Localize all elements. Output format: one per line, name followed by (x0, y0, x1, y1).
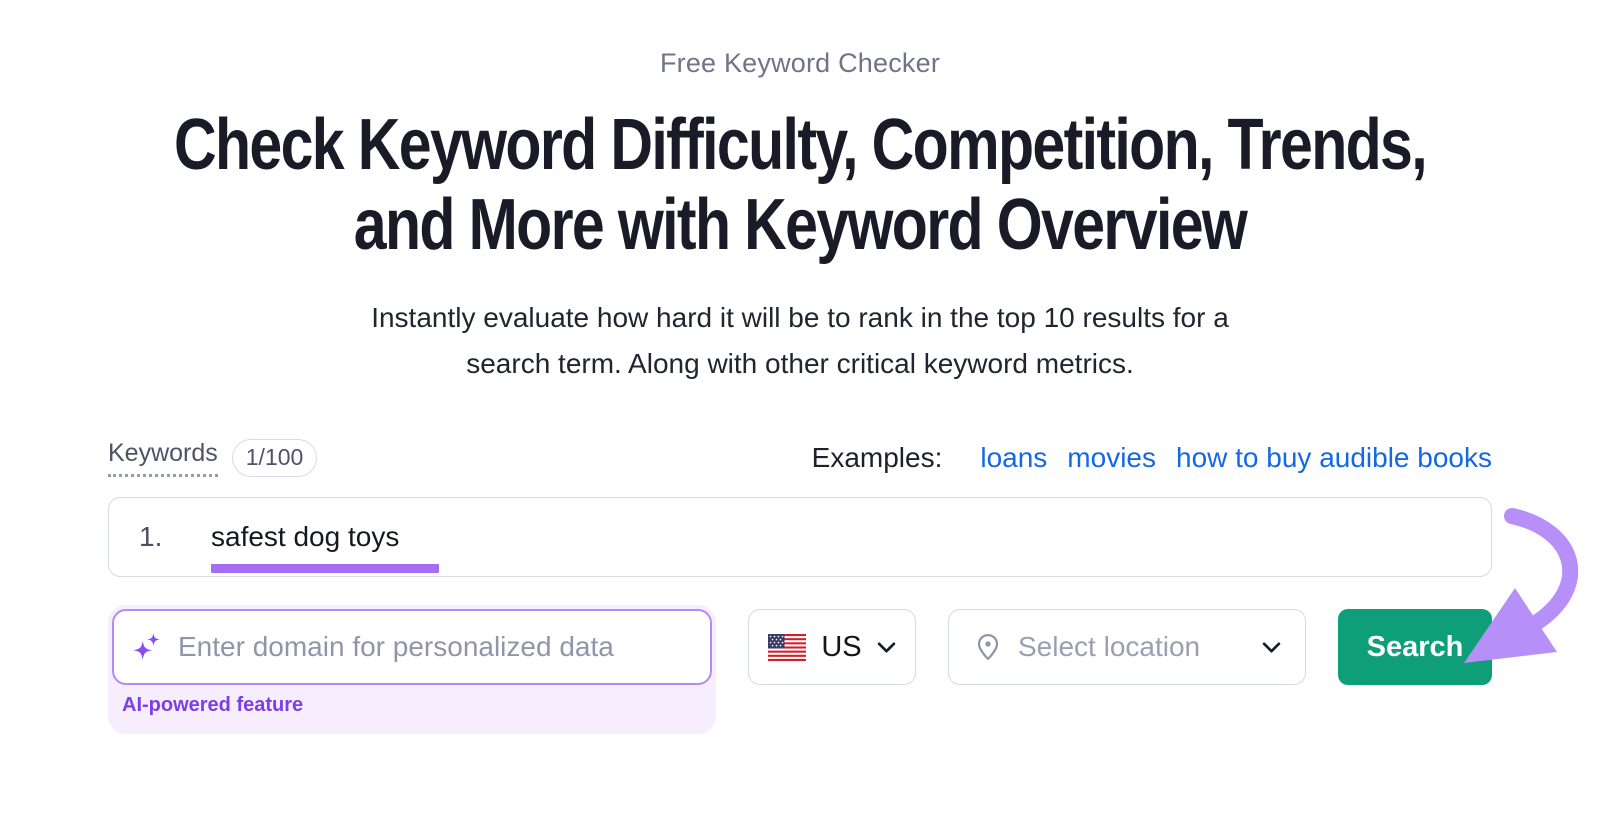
examples-group: Examples: loans movies how to buy audibl… (812, 442, 1492, 474)
controls-row: AI-powered feature (108, 605, 1492, 734)
keyword-row-number: 1. (139, 521, 163, 552)
example-link-movies[interactable]: movies (1067, 442, 1156, 473)
page-subtitle-line2: search term. Along with other critical k… (466, 348, 1134, 379)
page-eyebrow: Free Keyword Checker (659, 48, 941, 78)
location-placeholder: Select location (1018, 631, 1201, 662)
keyword-input[interactable]: 1. safest dog toys (108, 497, 1492, 577)
keywords-label-group: Keywords 1/100 (108, 439, 318, 477)
chevron-down-icon (877, 641, 896, 654)
location-select[interactable]: Select location (948, 609, 1306, 685)
page-subtitle-line1: Instantly evaluate how hard it will be t… (371, 302, 1229, 333)
location-pin-icon (973, 632, 1003, 662)
domain-input-box (112, 609, 712, 685)
page-title-line1: Check Keyword Difficulty, Competition, T… (173, 105, 1428, 185)
database-select[interactable]: US (748, 609, 916, 685)
search-button[interactable]: Search (1338, 609, 1492, 685)
example-link-loans[interactable]: loans (980, 442, 1048, 473)
chevron-down-icon (1262, 641, 1281, 654)
ai-domain-panel: AI-powered feature (108, 605, 716, 734)
ai-powered-note: AI-powered feature (122, 694, 304, 716)
examples-label: Examples: (811, 442, 943, 473)
keyword-highlight-underline (211, 564, 439, 573)
keyword-value: safest dog toys (211, 521, 400, 552)
keywords-label: Keywords (108, 439, 218, 477)
domain-input[interactable] (178, 631, 692, 663)
keywords-counter-badge: 1/100 (231, 439, 318, 477)
page-title: Check Keyword Difficulty, Competition, T… (0, 105, 1600, 265)
example-link-audible-books[interactable]: how to buy audible books (1176, 442, 1492, 473)
sparkle-icon (132, 632, 162, 662)
page-subtitle: Instantly evaluate how hard it will be t… (0, 295, 1600, 387)
database-value: US (821, 630, 862, 663)
search-form: Keywords 1/100 Examples: loans movies ho… (108, 439, 1492, 734)
keywords-bar: Keywords 1/100 Examples: loans movies ho… (108, 439, 1492, 477)
us-flag-icon (768, 633, 807, 661)
page-title-line2: and More with Keyword Overview (353, 185, 1248, 265)
